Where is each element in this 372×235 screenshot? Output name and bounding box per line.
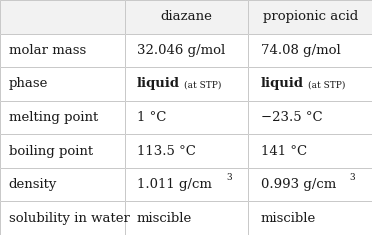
Bar bbox=[248, 101, 372, 134]
Text: liquid: liquid bbox=[261, 77, 304, 90]
Bar bbox=[0, 134, 125, 168]
Bar bbox=[0, 201, 125, 235]
Text: phase: phase bbox=[9, 77, 48, 90]
Bar bbox=[248, 34, 372, 67]
Bar bbox=[248, 67, 372, 101]
Bar bbox=[125, 134, 248, 168]
Bar bbox=[248, 168, 372, 201]
Bar bbox=[0, 0, 125, 34]
Text: 74.08 g/mol: 74.08 g/mol bbox=[261, 44, 341, 57]
Text: miscible: miscible bbox=[137, 212, 192, 225]
Bar bbox=[0, 101, 125, 134]
Text: 141 °C: 141 °C bbox=[261, 145, 307, 158]
Text: 3: 3 bbox=[226, 173, 232, 182]
Bar bbox=[125, 101, 248, 134]
Bar bbox=[125, 201, 248, 235]
Bar bbox=[248, 0, 372, 34]
Bar bbox=[0, 34, 125, 67]
Bar bbox=[248, 134, 372, 168]
Bar bbox=[0, 67, 125, 101]
Bar bbox=[0, 134, 125, 168]
Bar bbox=[0, 0, 125, 34]
Bar bbox=[0, 34, 125, 67]
Text: 0.993 g/cm: 0.993 g/cm bbox=[261, 178, 336, 191]
Bar bbox=[125, 168, 248, 201]
Bar bbox=[0, 168, 125, 201]
Text: 1.011 g/cm: 1.011 g/cm bbox=[137, 178, 212, 191]
Text: −23.5 °C: −23.5 °C bbox=[261, 111, 323, 124]
Text: density: density bbox=[9, 178, 57, 191]
Bar bbox=[125, 201, 248, 235]
Text: propionic acid: propionic acid bbox=[263, 10, 358, 23]
Bar bbox=[125, 34, 248, 67]
Bar bbox=[248, 0, 372, 34]
Bar bbox=[125, 134, 248, 168]
Text: liquid: liquid bbox=[137, 77, 180, 90]
Bar bbox=[248, 201, 372, 235]
Bar bbox=[0, 67, 125, 101]
Text: (at STP): (at STP) bbox=[184, 80, 221, 90]
Bar bbox=[248, 101, 372, 134]
Bar bbox=[125, 67, 248, 101]
Bar bbox=[248, 67, 372, 101]
Bar bbox=[125, 34, 248, 67]
Bar bbox=[125, 101, 248, 134]
Text: melting point: melting point bbox=[9, 111, 98, 124]
Text: 32.046 g/mol: 32.046 g/mol bbox=[137, 44, 225, 57]
Text: 1 °C: 1 °C bbox=[137, 111, 166, 124]
Bar bbox=[248, 168, 372, 201]
Bar bbox=[125, 168, 248, 201]
Bar bbox=[248, 34, 372, 67]
Text: (at STP): (at STP) bbox=[308, 80, 345, 90]
Bar bbox=[125, 0, 248, 34]
Text: molar mass: molar mass bbox=[9, 44, 86, 57]
Bar bbox=[125, 67, 248, 101]
Text: miscible: miscible bbox=[261, 212, 316, 225]
Text: diazane: diazane bbox=[161, 10, 212, 23]
Text: 3: 3 bbox=[350, 173, 355, 182]
Text: 113.5 °C: 113.5 °C bbox=[137, 145, 196, 158]
Text: solubility in water: solubility in water bbox=[9, 212, 129, 225]
Bar bbox=[248, 134, 372, 168]
Bar bbox=[0, 201, 125, 235]
Bar bbox=[125, 0, 248, 34]
Bar bbox=[248, 201, 372, 235]
Bar bbox=[0, 101, 125, 134]
Text: boiling point: boiling point bbox=[9, 145, 93, 158]
Bar bbox=[0, 168, 125, 201]
